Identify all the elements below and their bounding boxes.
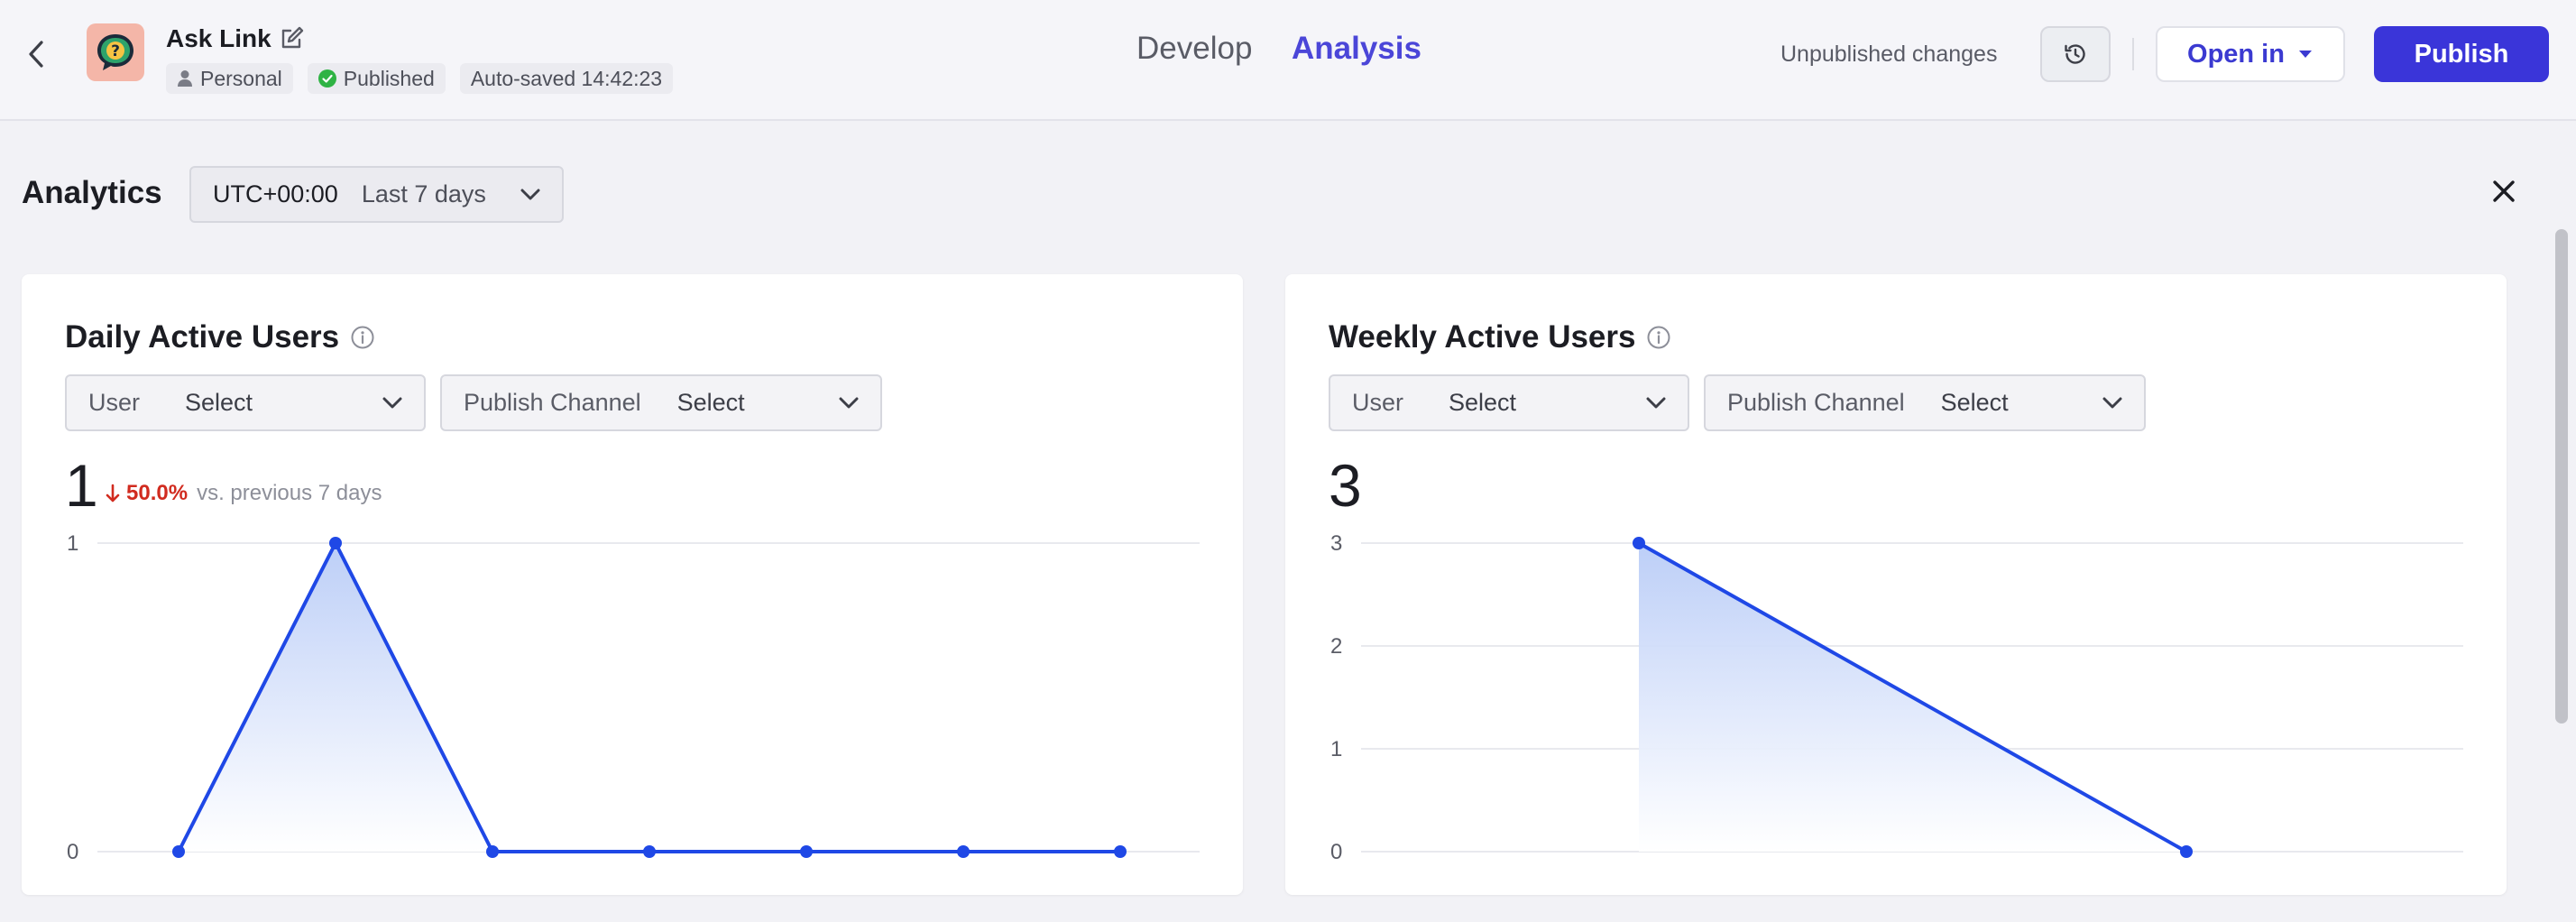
back-button[interactable] [20,34,52,74]
dau-data-point[interactable] [957,845,970,858]
weekly-active-users-card: Weekly Active Users User Select Publish … [1285,274,2507,895]
dau-value: 1 [65,452,98,519]
dau-data-point[interactable] [329,537,342,549]
dau-area [179,543,1120,852]
chevron-down-icon [2102,397,2122,408]
dau-y-tick-label: 0 [67,840,78,864]
tab-analysis[interactable]: Analysis [1292,31,1421,66]
wau-channel-filter[interactable]: Publish Channel Select [1704,374,2146,431]
wau-value: 3 [1329,452,1362,519]
wau-data-point[interactable] [2180,845,2193,858]
open-in-button[interactable]: Open in [2156,26,2345,82]
app-name: Ask Link [166,24,271,52]
history-button[interactable] [2040,26,2111,82]
dau-data-point[interactable] [172,845,185,858]
chevron-down-icon [1646,397,1666,408]
dau-channel-filter-label: Publish Channel [464,389,641,416]
wau-title: Weekly Active Users [1329,319,1636,355]
wau-y-tick-label: 1 [1330,737,1342,761]
chevron-down-icon [382,397,402,408]
open-in-label: Open in [2187,39,2285,69]
dau-data-point[interactable] [643,845,656,858]
dau-data-point[interactable] [486,845,499,858]
info-icon[interactable] [350,325,375,350]
close-icon [2493,180,2515,202]
workspace-tag: Personal [166,63,293,94]
dau-delta-text: vs. previous 7 days [197,481,382,505]
workspace-label: Personal [200,66,282,90]
dau-data-point[interactable] [800,845,813,858]
wau-title-row: Weekly Active Users [1329,318,1671,357]
wau-line-chart: 3 2 1 0 [1330,531,2463,864]
dau-channel-filter[interactable]: Publish Channel Select [440,374,882,431]
status-label: Published [343,66,435,90]
dau-channel-filter-value: Select [676,389,745,416]
close-button[interactable] [2486,173,2522,209]
wau-channel-filter-value: Select [1940,389,2009,416]
publish-button[interactable]: Publish [2374,26,2549,82]
daily-active-users-card: Daily Active Users User Select Publish C… [22,274,1243,895]
wau-y-tick-label: 2 [1330,634,1342,659]
check-circle-icon [317,69,336,88]
chevron-down-icon [520,189,540,199]
dau-delta-percent: 50.0% [126,481,189,505]
wau-user-filter-value: Select [1449,389,1517,416]
dau-title-row: Daily Active Users [65,318,375,357]
time-range-select[interactable]: UTC+00:00 Last 7 days [189,166,564,223]
dau-title: Daily Active Users [65,319,340,355]
scrollbar-thumb[interactable] [2555,229,2568,724]
status-badge: Published [307,63,446,94]
dau-user-filter-value: Select [185,389,253,416]
chat-question-icon: ? [97,34,133,70]
info-icon[interactable] [1646,325,1671,350]
wau-y-tick-label: 0 [1330,840,1342,864]
person-icon [178,70,192,87]
tab-develop[interactable]: Develop [1136,31,1253,66]
history-icon [2065,44,2085,64]
analytics-title: Analytics [22,175,162,210]
dau-delta: 50.0% vs. previous 7 days [105,480,382,507]
timezone-value: UTC+00:00 [213,180,338,207]
top-bar: ? Ask Link Personal Published Auto-saved… [0,0,2576,121]
edit-icon[interactable] [278,23,307,52]
app-meta-tags: Personal Published Auto-saved 14:42:23 [166,63,674,94]
chevron-left-icon [29,41,43,68]
dau-user-filter[interactable]: User Select [65,374,426,431]
wau-series-line [1638,541,2187,853]
chevron-down-icon [839,397,859,408]
dau-y-tick-label: 1 [67,531,78,556]
dau-data-point[interactable] [1114,845,1127,858]
svg-text:?: ? [111,42,120,60]
wau-data-point[interactable] [1633,537,1645,549]
arrow-down-icon [106,484,120,502]
wau-user-filter-label: User [1352,389,1404,416]
wau-user-filter[interactable]: User Select [1329,374,1689,431]
wau-channel-filter-label: Publish Channel [1727,389,1905,416]
dau-line-chart: 10 [67,531,1200,864]
header-divider [2132,38,2134,70]
dau-user-filter-label: User [88,389,141,416]
app-avatar[interactable]: ? [87,23,144,81]
caret-down-icon [2298,51,2312,58]
autosave-tag: Auto-saved 14:42:23 [459,63,674,94]
autosave-label: Auto-saved 14:42:23 [470,66,663,90]
period-value: Last 7 days [361,180,486,207]
wau-y-tick-label: 3 [1330,531,1342,556]
unpublished-changes-note: Unpublished changes [1780,41,1998,67]
